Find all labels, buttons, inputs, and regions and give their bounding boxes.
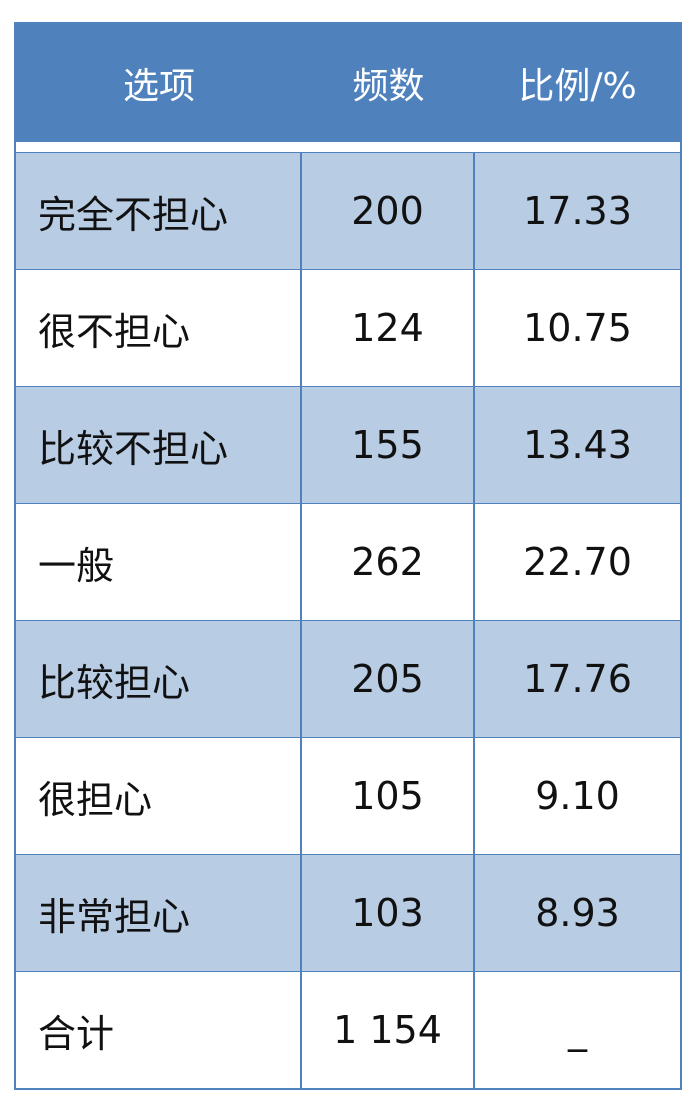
- cell-frequency: 205: [302, 621, 475, 737]
- cell-percent: 13.43: [523, 423, 632, 467]
- table-header: 选项 频数 比例/%: [16, 24, 680, 152]
- header-frequency: 频数: [352, 66, 425, 107]
- cell-percent: 8.93: [535, 891, 620, 935]
- cell-frequency: 1 154: [302, 972, 475, 1088]
- cell-percent: 22.70: [523, 540, 632, 584]
- cell-frequency: 155: [302, 387, 475, 503]
- cell-percent: 9.10: [535, 774, 620, 818]
- cell-option: 很担心: [16, 738, 302, 854]
- table-row: 比较不担心 155 13.43: [16, 386, 680, 503]
- cell-option: 比较担心: [16, 621, 302, 737]
- header-percent: 比例/%: [518, 66, 637, 107]
- cell-frequency: 200: [302, 153, 475, 269]
- cropped-caption-fragment: [0, 0, 560, 8]
- cell-option: 很不担心: [16, 270, 302, 386]
- cell-option: 一般: [16, 504, 302, 620]
- cell-frequency: 262: [302, 504, 475, 620]
- table-row: 非常担心 103 8.93: [16, 854, 680, 971]
- cell-percent: 10.75: [523, 306, 632, 350]
- cell-option: 完全不担心: [16, 153, 302, 269]
- data-table: 选项 频数 比例/% 完全不担心 200 17.33 很不担心 124 10.75 比较不担…: [14, 22, 682, 1090]
- table-row: 合计 1 154 _: [16, 971, 680, 1088]
- table-row: 很担心 105 9.10: [16, 737, 680, 854]
- header-option: 选项: [122, 66, 195, 107]
- cell-percent: _: [568, 1008, 587, 1052]
- table-row: 很不担心 124 10.75: [16, 269, 680, 386]
- cell-option: 合计: [16, 972, 302, 1088]
- cell-frequency: 103: [302, 855, 475, 971]
- cell-frequency: 105: [302, 738, 475, 854]
- cell-option: 非常担心: [16, 855, 302, 971]
- cell-percent: 17.33: [523, 189, 632, 233]
- cell-frequency: 124: [302, 270, 475, 386]
- cell-percent: 17.76: [523, 657, 632, 701]
- table-row: 比较担心 205 17.76: [16, 620, 680, 737]
- cell-option: 比较不担心: [16, 387, 302, 503]
- table-row: 一般 262 22.70: [16, 503, 680, 620]
- table-row: 完全不担心 200 17.33: [16, 152, 680, 269]
